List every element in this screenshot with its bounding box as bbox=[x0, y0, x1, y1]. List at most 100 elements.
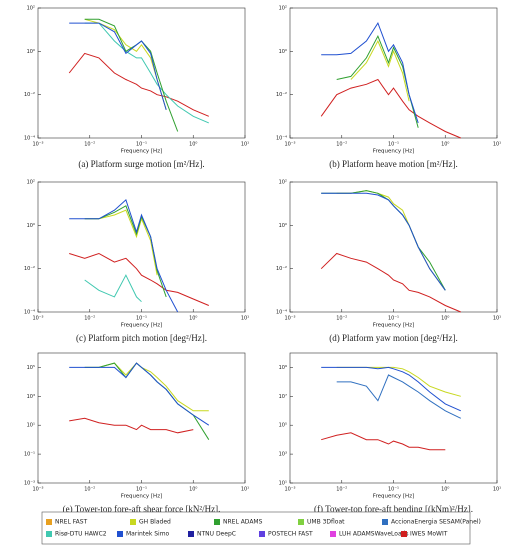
y-tick-label: 10³ bbox=[27, 394, 35, 400]
plot-frame bbox=[289, 7, 498, 139]
legend-box bbox=[41, 511, 471, 545]
y-tick-label: 10⁹ bbox=[279, 365, 287, 371]
x-tick-label: 10⁻¹ bbox=[136, 142, 147, 148]
legend-label: AccionaEnergia SESAM(Panel) bbox=[391, 519, 481, 526]
plot-frame bbox=[289, 181, 498, 313]
series-line bbox=[69, 252, 209, 306]
y-tick-label: 10⁻⁴ bbox=[276, 310, 287, 316]
legend-label: Risø-DTU HAWC2 bbox=[55, 531, 107, 538]
y-tick-label: 10⁻⁴ bbox=[24, 310, 35, 316]
y-tick-label: 10¹ bbox=[27, 423, 35, 429]
legend-swatch bbox=[188, 531, 194, 537]
x-tick-label: 10⁻¹ bbox=[136, 487, 147, 493]
legend-label: GH Bladed bbox=[139, 519, 171, 526]
legend-swatch bbox=[46, 519, 52, 525]
x-tick-label: 10⁻² bbox=[336, 316, 347, 322]
x-tick-label: 10⁻² bbox=[84, 316, 95, 322]
x-tick-label: 10⁻¹ bbox=[388, 142, 399, 148]
y-tick-label: 10⁻² bbox=[24, 92, 35, 98]
x-tick-label: 10¹ bbox=[241, 142, 249, 148]
x-tick-label: 10⁰ bbox=[441, 487, 449, 493]
x-tick-label: 10⁻¹ bbox=[388, 316, 399, 322]
plot-frame bbox=[37, 181, 246, 313]
caption: (b) Platform heave motion [m²/Hz]. bbox=[329, 159, 457, 169]
x-axis-label: Frequency [Hz] bbox=[121, 149, 162, 155]
caption: (f) Tower-top fore-aft bending [(kNm)²/H… bbox=[314, 504, 473, 514]
x-tick-label: 10⁻³ bbox=[32, 142, 43, 148]
caption: (d) Platform yaw motion [deg²/Hz]. bbox=[329, 333, 457, 343]
series-line bbox=[320, 78, 461, 139]
x-tick-label: 10¹ bbox=[493, 316, 501, 322]
y-tick-label: 10⁰ bbox=[27, 223, 35, 229]
series-line bbox=[350, 39, 410, 102]
x-tick-label: 10⁻³ bbox=[284, 487, 295, 493]
series-line bbox=[69, 362, 210, 426]
series-line bbox=[68, 52, 209, 117]
x-tick-label: 10⁻³ bbox=[32, 487, 43, 493]
y-tick-label: 10⁵ bbox=[279, 423, 287, 429]
x-tick-label: 10¹ bbox=[241, 316, 249, 322]
y-tick-label: 10⁻¹ bbox=[24, 452, 35, 458]
y-tick-label: 10⁻² bbox=[276, 92, 287, 98]
y-tick-label: 10⁵ bbox=[27, 365, 35, 371]
y-tick-label: 10² bbox=[27, 180, 35, 186]
x-tick-label: 10⁻³ bbox=[284, 142, 295, 148]
legend-label: NREL ADAMS bbox=[223, 519, 263, 526]
x-tick-label: 10⁰ bbox=[189, 316, 197, 322]
y-tick-label: 10⁰ bbox=[279, 49, 287, 55]
x-tick-label: 10¹ bbox=[241, 487, 249, 493]
legend-swatch bbox=[330, 531, 336, 537]
x-tick-label: 10⁻² bbox=[336, 142, 347, 148]
series-line bbox=[321, 21, 419, 124]
y-tick-label: 10⁻³ bbox=[24, 481, 35, 487]
y-tick-label: 10⁻⁴ bbox=[276, 136, 287, 142]
x-tick-label: 10⁻¹ bbox=[388, 487, 399, 493]
x-tick-label: 10¹ bbox=[493, 142, 501, 148]
x-axis-label: Frequency [Hz] bbox=[121, 323, 162, 329]
x-tick-label: 10⁰ bbox=[189, 142, 197, 148]
series-line bbox=[321, 366, 462, 412]
y-tick-label: 10⁰ bbox=[27, 49, 35, 55]
y-tick-label: 10² bbox=[279, 180, 287, 186]
x-tick-label: 10⁻² bbox=[336, 487, 347, 493]
y-tick-label: 10¹ bbox=[279, 481, 287, 487]
legend-swatch bbox=[130, 519, 136, 525]
legend-swatch bbox=[298, 519, 304, 525]
y-tick-label: 10⁷ bbox=[279, 394, 287, 400]
series-line bbox=[84, 22, 209, 124]
y-tick-label: 10⁻⁴ bbox=[24, 136, 35, 142]
y-tick-label: 10² bbox=[279, 6, 287, 12]
caption: (a) Platform surge motion [m²/Hz]. bbox=[78, 159, 204, 169]
series-line bbox=[320, 252, 461, 313]
x-tick-label: 10⁻² bbox=[84, 487, 95, 493]
x-tick-label: 10⁻³ bbox=[284, 316, 295, 322]
x-tick-label: 10⁰ bbox=[441, 142, 449, 148]
y-tick-label: 10³ bbox=[279, 452, 287, 458]
y-tick-label: 10⁻² bbox=[276, 266, 287, 272]
legend-swatch bbox=[117, 531, 123, 537]
plot-frame bbox=[37, 352, 246, 484]
x-tick-label: 10⁰ bbox=[189, 487, 197, 493]
x-tick-label: 10⁻¹ bbox=[136, 316, 147, 322]
legend-swatch bbox=[259, 531, 265, 537]
series-line bbox=[69, 199, 179, 313]
x-tick-label: 10⁻² bbox=[84, 142, 95, 148]
x-axis-label: Frequency [Hz] bbox=[373, 149, 414, 155]
legend-label: POSTECH FAST bbox=[268, 531, 313, 538]
series-line bbox=[69, 417, 194, 434]
legend-label: UMB 3Dfloat bbox=[307, 519, 345, 526]
caption: (e) Tower-top fore-aft shear force [kN²/… bbox=[63, 504, 221, 514]
legend-label: LUH ADAMSWaveLoads bbox=[339, 531, 409, 538]
series-line bbox=[321, 192, 446, 291]
y-tick-label: 10² bbox=[27, 6, 35, 12]
x-tick-label: 10⁰ bbox=[441, 316, 449, 322]
x-axis-label: Frequency [Hz] bbox=[373, 323, 414, 329]
caption: (c) Platform pitch motion [deg²/Hz]. bbox=[76, 333, 207, 343]
x-axis-label: Frequency [Hz] bbox=[373, 494, 414, 500]
series-line bbox=[84, 274, 142, 303]
x-tick-label: 10¹ bbox=[493, 487, 501, 493]
legend-label: IWES MoWIT bbox=[410, 531, 448, 538]
x-axis-label: Frequency [Hz] bbox=[121, 494, 162, 500]
series-line bbox=[321, 432, 446, 451]
legend-swatch bbox=[382, 519, 388, 525]
